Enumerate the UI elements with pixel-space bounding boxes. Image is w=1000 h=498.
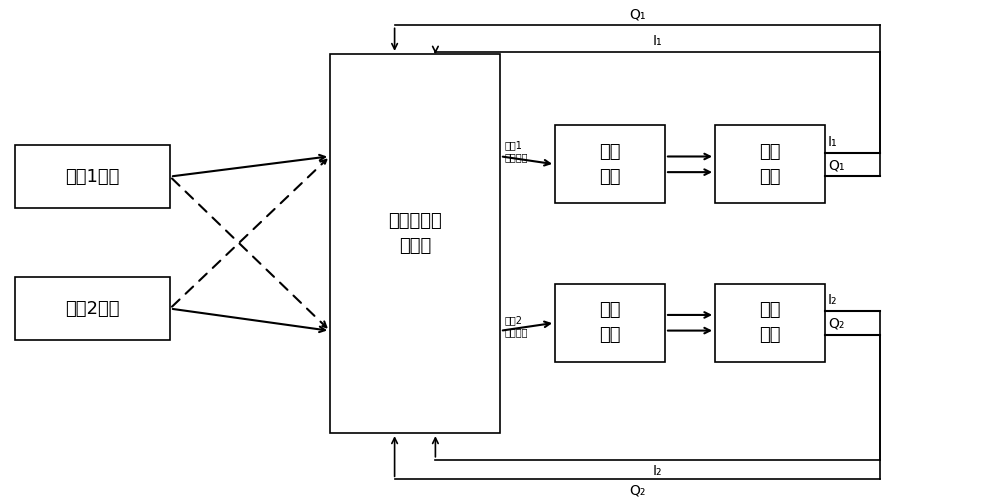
FancyBboxPatch shape [330,54,500,433]
Text: 通道1
中频信号: 通道1 中频信号 [505,140,528,162]
Text: 通道2
中频信号: 通道2 中频信号 [505,315,528,337]
Text: 码元
同步: 码元 同步 [759,143,781,186]
FancyBboxPatch shape [15,145,170,208]
Text: Q₁: Q₁ [828,158,844,172]
Text: I₁: I₁ [828,134,838,149]
Text: I₂: I₂ [653,464,662,478]
Text: 载波
同步: 载波 同步 [599,301,621,344]
Text: 载波
同步: 载波 同步 [599,143,621,186]
Text: 码元
同步: 码元 同步 [759,301,781,344]
FancyBboxPatch shape [15,277,170,340]
Text: 通道1信号: 通道1信号 [65,167,120,186]
FancyBboxPatch shape [715,284,825,362]
Text: I₂: I₂ [828,293,837,307]
Text: I₁: I₁ [653,34,663,48]
Text: 中频交叉极
化对消: 中频交叉极 化对消 [388,212,442,255]
Text: Q₂: Q₂ [629,483,645,497]
FancyBboxPatch shape [555,125,665,204]
Text: Q₁: Q₁ [629,7,646,21]
Text: Q₂: Q₂ [828,317,844,331]
FancyBboxPatch shape [555,284,665,362]
Text: 通道2信号: 通道2信号 [65,300,120,318]
FancyBboxPatch shape [715,125,825,204]
